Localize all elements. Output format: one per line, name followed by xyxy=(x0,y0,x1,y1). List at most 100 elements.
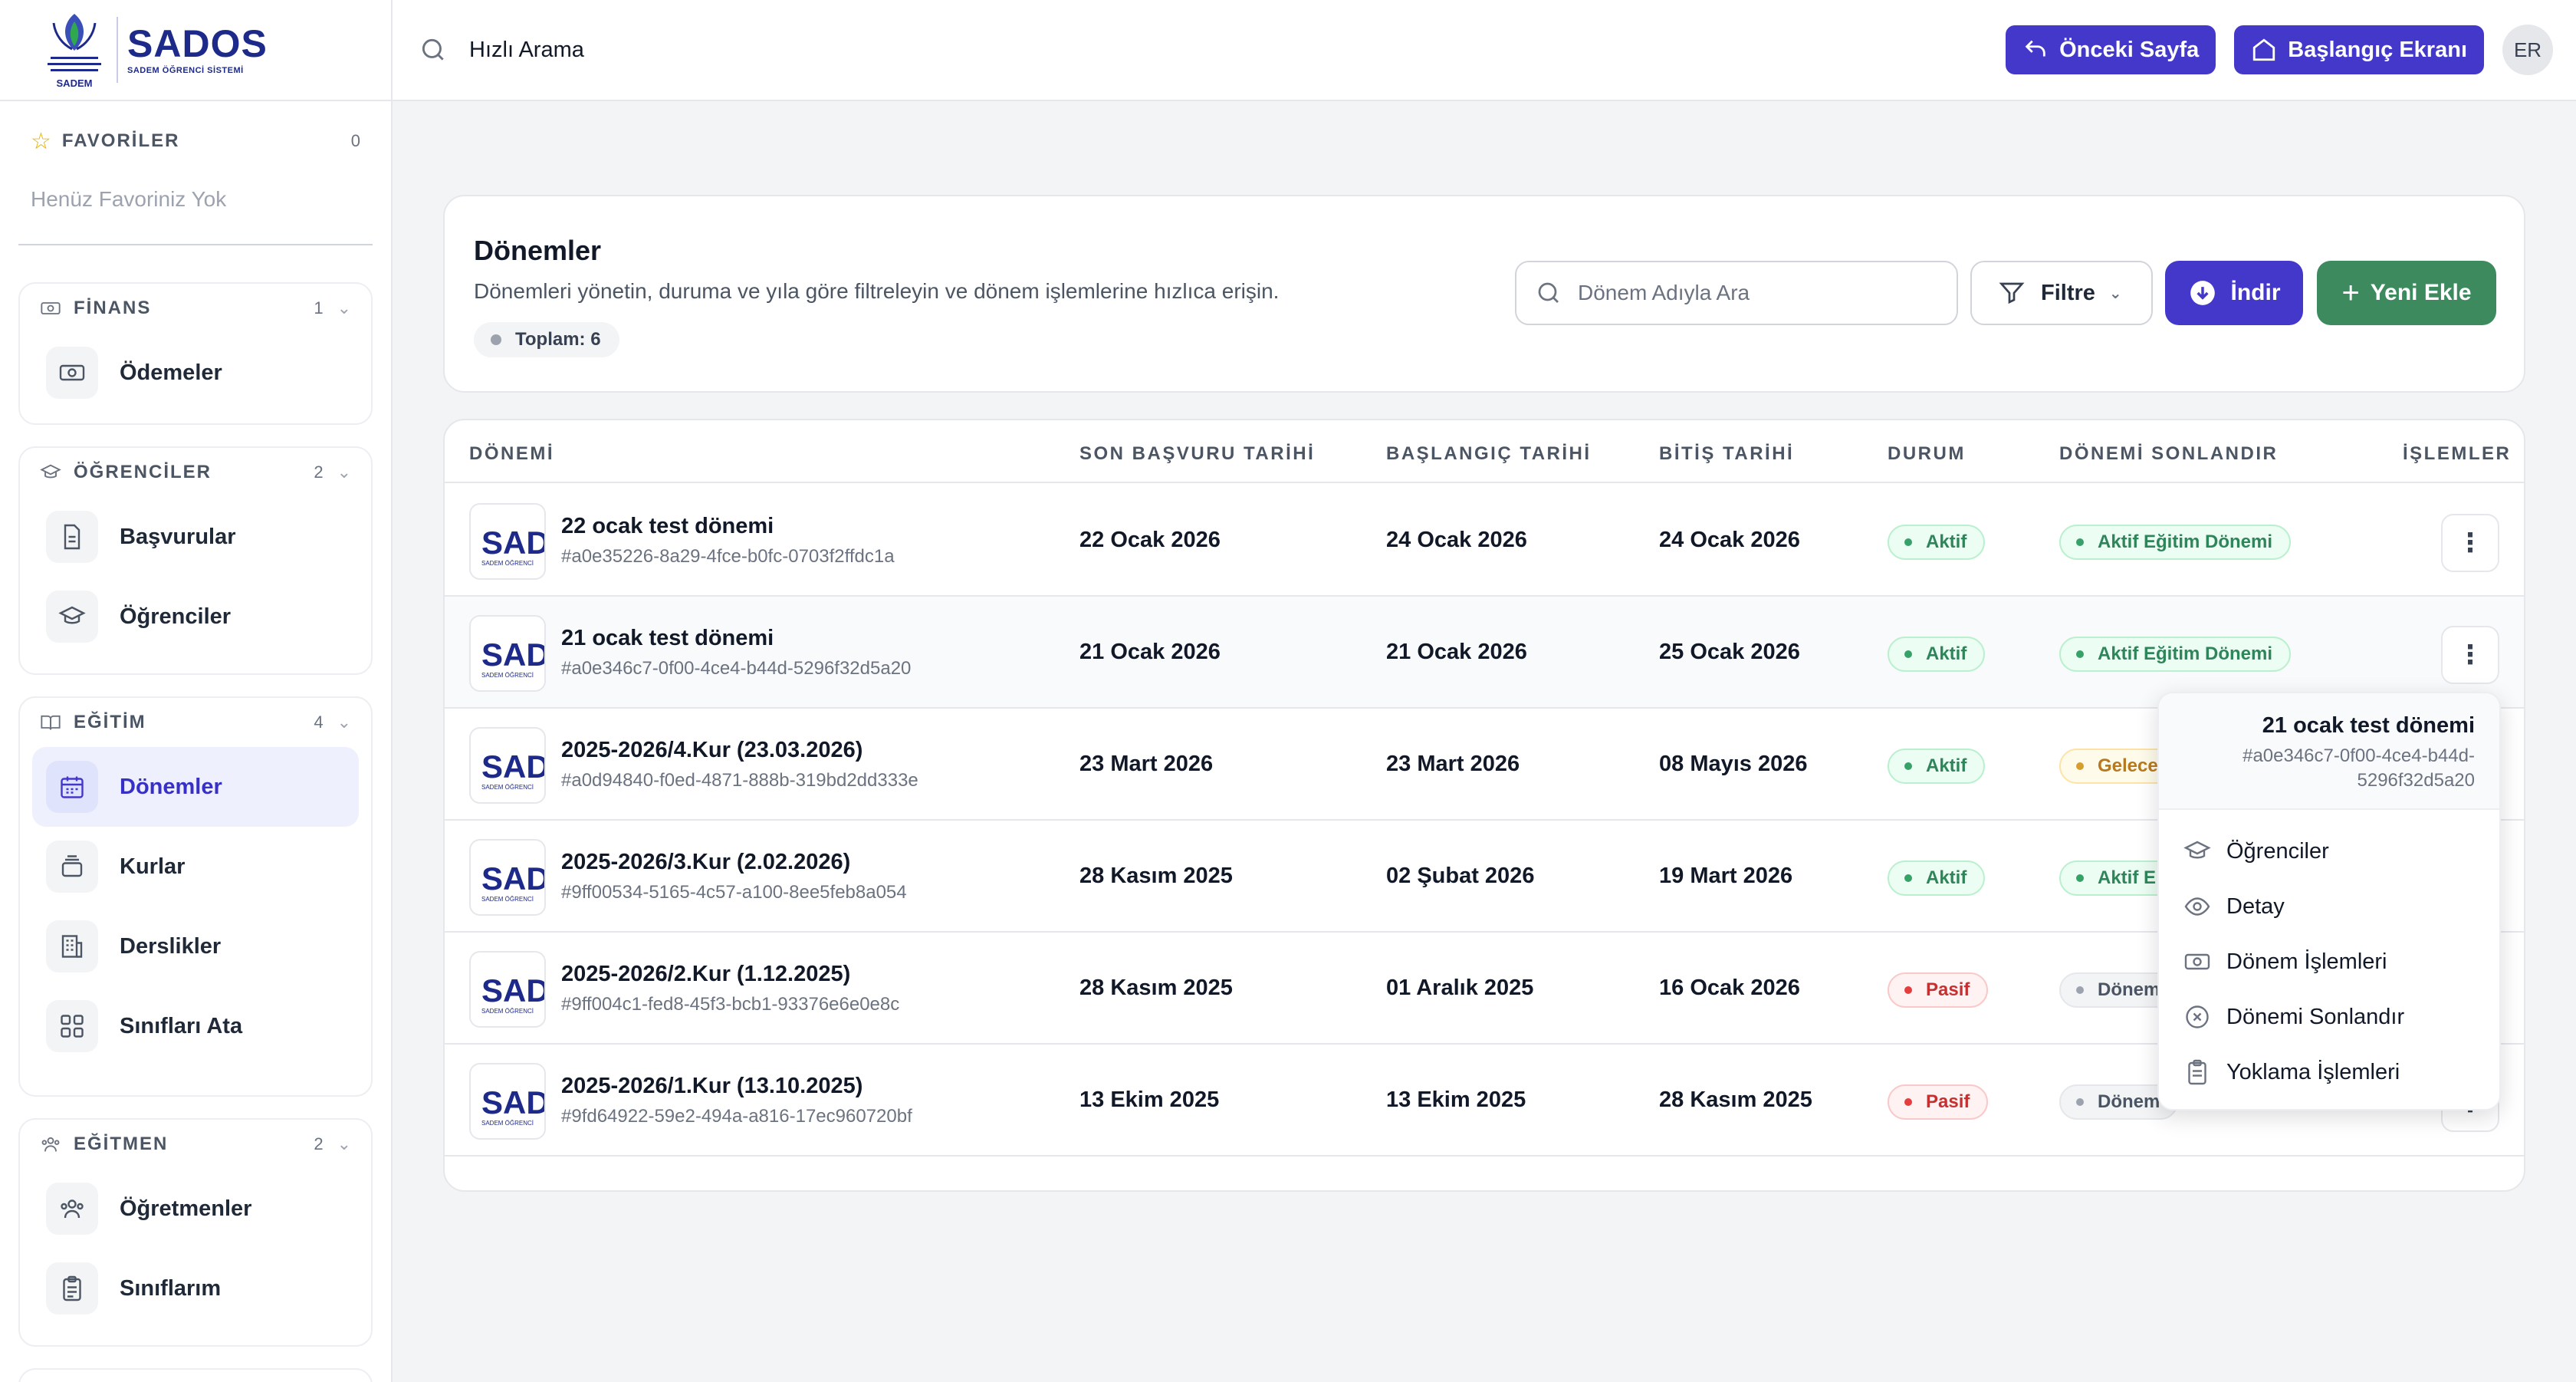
star-icon: ☆ xyxy=(31,128,51,154)
sidebar-item-siniflarim[interactable]: Sınıflarım xyxy=(32,1249,359,1328)
column-header[interactable]: DURUM xyxy=(1888,443,1966,464)
sidebar-item-siniflari-ata[interactable]: Sınıfları Ata xyxy=(32,986,359,1066)
home-button[interactable]: Başlangıç Ekranı xyxy=(2234,25,2484,74)
row-actions-button[interactable]: ⋮ xyxy=(2441,514,2499,572)
term-state-dot xyxy=(2076,874,2084,882)
graduation-cap-icon xyxy=(46,591,98,643)
sidebar-item-label: Başvurular xyxy=(120,524,236,549)
term-logo-text: SADOS xyxy=(481,972,544,1009)
term-search-box xyxy=(1515,261,1958,325)
undo-arrow-icon xyxy=(2025,40,2045,57)
column-header[interactable]: SON BAŞVURU TARİHİ xyxy=(1079,443,1316,464)
graduation-cap-icon xyxy=(40,464,61,479)
menu-item-label: Dönem İşlemleri xyxy=(2226,949,2387,974)
group-count: 2 xyxy=(314,1134,324,1153)
group-label: FİNANS xyxy=(74,298,152,318)
search-icon[interactable] xyxy=(419,35,448,64)
group-count: 1 xyxy=(314,298,324,318)
sidebar-item-label: Öğrenciler xyxy=(120,604,232,629)
chevron-down-icon[interactable]: ⌄ xyxy=(337,1134,351,1153)
term-state-badge: Dönem xyxy=(2059,1084,2179,1120)
avatar[interactable]: ER xyxy=(2502,25,2553,75)
sidebar-item-label: Sınıflarım xyxy=(120,1275,222,1301)
term-title[interactable]: 21 ocak test dönemi xyxy=(561,626,774,650)
chevron-down-icon[interactable]: ⌄ xyxy=(337,462,351,482)
chevron-down-icon[interactable]: ⌄ xyxy=(337,298,351,318)
chevron-down-icon[interactable]: ⌄ xyxy=(337,712,351,732)
term-state-label: Dönem xyxy=(2098,1091,2160,1112)
filter-button[interactable]: Filtre ⌄ xyxy=(1970,261,2153,325)
term-search-input[interactable] xyxy=(1578,281,1915,305)
term-logo-text: SADOS xyxy=(481,1084,544,1120)
term-state-label: Aktif Eğitim Dönemi xyxy=(2098,531,2273,552)
term-id: #9ff00534-5165-4c57-a100-8ee5feb8a054 xyxy=(561,882,907,903)
sidebar-item-odemeler[interactable]: Ödemeler xyxy=(32,333,359,413)
book-icon xyxy=(41,715,61,730)
term-title[interactable]: 2025-2026/3.Kur (2.02.2026) xyxy=(561,850,851,874)
kebab-icon: ⋮ xyxy=(2457,528,2483,558)
sidebar-item-derslikler[interactable]: Derslikler xyxy=(32,907,359,986)
column-header[interactable]: BAŞLANGIÇ TARİHİ xyxy=(1386,443,1592,464)
sidebar-item-donemler[interactable]: Dönemler xyxy=(32,747,359,827)
menu-item-detay[interactable]: Detay xyxy=(2183,885,2285,928)
term-state-badge: Aktif E xyxy=(2059,860,2175,896)
group-count: 4 xyxy=(314,712,324,732)
term-title[interactable]: 2025-2026/2.Kur (1.12.2025) xyxy=(561,962,851,986)
download-icon xyxy=(2190,281,2215,305)
menu-item-label: Yoklama İşlemleri xyxy=(2226,1059,2400,1084)
home-icon xyxy=(2253,38,2275,61)
group-header-egitmen[interactable]: EĞİTMEN 2 ⌄ xyxy=(20,1120,371,1169)
term-title[interactable]: 2025-2026/1.Kur (13.10.2025) xyxy=(561,1074,863,1098)
group-header-finans[interactable]: FİNANS 1 ⌄ xyxy=(20,284,371,333)
sidebar-item-ogrenciler[interactable]: Öğrenciler xyxy=(32,577,359,656)
column-header[interactable]: DÖNEMİ xyxy=(469,443,554,464)
menu-item-donem-islemleri[interactable]: Dönem İşlemleri xyxy=(2183,940,2387,983)
status-dot xyxy=(1904,874,1912,882)
menu-header: 21 ocak test dönemi #a0e346c7-0f00-4ce4-… xyxy=(2159,693,2499,810)
brand-logo[interactable]: SADEM SADOS SADEM ÖĞRENCİ SİSTEMİ xyxy=(0,0,391,101)
menu-item-donemi-sonlandir[interactable]: Dönemi Sonlandır xyxy=(2183,995,2404,1038)
term-state-badge: Aktif Eğitim Dönemi xyxy=(2059,637,2292,672)
menu-item-yoklama-islemleri[interactable]: Yoklama İşlemleri xyxy=(2183,1051,2400,1094)
download-button[interactable]: İndir xyxy=(2165,261,2303,325)
sidebar-item-basvurular[interactable]: Başvurular xyxy=(32,497,359,577)
menu-subtitle: #a0e346c7-0f00-4ce4-b44d-5296f32d5a20 xyxy=(2242,745,2475,791)
document-icon xyxy=(46,511,98,563)
search-icon xyxy=(1538,282,1559,303)
menu-item-ogrenciler[interactable]: Öğrenciler xyxy=(2183,830,2329,873)
group-header-egitim[interactable]: EĞİTİM 4 ⌄ xyxy=(20,698,371,747)
term-title[interactable]: 22 ocak test dönemi xyxy=(561,514,774,538)
row-actions-button[interactable]: ⋮ xyxy=(2441,626,2499,684)
back-button[interactable]: Önceki Sayfa xyxy=(2006,25,2216,74)
menu-item-label: Detay xyxy=(2226,893,2285,919)
status-label: Aktif xyxy=(1926,531,1967,552)
group-header-ogrenciler[interactable]: ÖĞRENCİLER 2 ⌄ xyxy=(20,448,371,497)
add-new-button[interactable]: + Yeni Ekle xyxy=(2317,261,2496,325)
term-state-label: Aktif Eğitim Dönemi xyxy=(2098,643,2273,664)
term-logo-text: SADOS xyxy=(481,749,544,785)
status-badge: Pasif xyxy=(1888,1084,1989,1120)
column-header[interactable]: DÖNEMİ SONLANDIR xyxy=(2059,443,2279,464)
sidebar-item-ogretmenler[interactable]: Öğretmenler xyxy=(32,1169,359,1249)
term-id: #9fd64922-59e2-494a-a816-17ec960720bf xyxy=(561,1106,912,1127)
status-label: Pasif xyxy=(1926,979,1970,1000)
filter-button-label: Filtre xyxy=(2041,280,2095,305)
sidebar: SADEM SADOS SADEM ÖĞRENCİ SİSTEMİ ☆ FAVO… xyxy=(0,0,393,1382)
term-state-badge: Aktif Eğitim Dönemi xyxy=(2059,525,2292,560)
sidebar-item-kurlar[interactable]: Kurlar xyxy=(32,827,359,907)
favorites-header[interactable]: ☆ FAVORİLER 0 xyxy=(0,110,391,172)
logo-divider xyxy=(117,17,118,83)
eye-icon xyxy=(2184,897,2210,916)
quick-search[interactable]: Hızlı Arama xyxy=(469,37,584,62)
column-header[interactable]: BİTİŞ TARİHİ xyxy=(1659,443,1795,464)
term-title[interactable]: 2025-2026/4.Kur (23.03.2026) xyxy=(561,738,863,762)
users-icon xyxy=(46,1183,98,1235)
